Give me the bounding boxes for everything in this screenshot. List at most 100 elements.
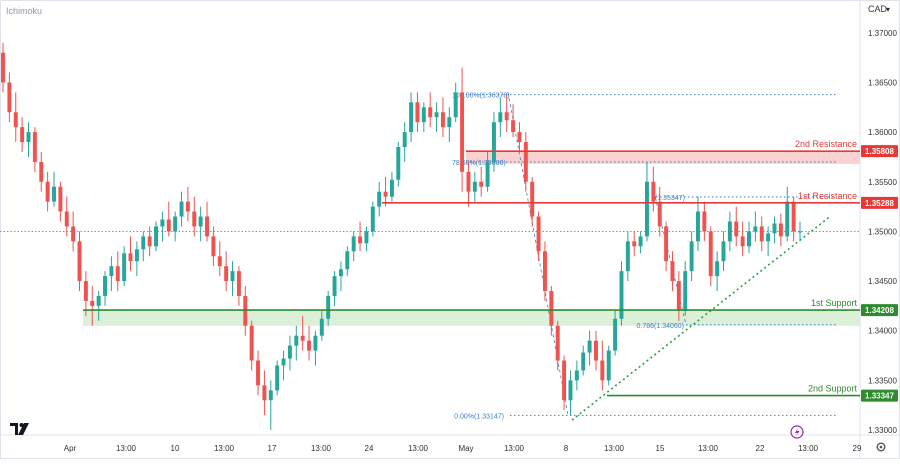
candle-body xyxy=(530,181,535,217)
candle-body xyxy=(715,261,720,277)
candle-down xyxy=(45,171,50,212)
candle-up xyxy=(766,226,771,257)
candle-body xyxy=(141,236,146,250)
candle-up xyxy=(447,107,452,143)
candle-up xyxy=(345,246,350,277)
level-price-badge xyxy=(861,145,898,158)
candle-body xyxy=(523,142,528,182)
candle-body xyxy=(217,256,222,267)
candle-body xyxy=(664,226,669,262)
candle-down xyxy=(249,320,254,371)
candle-down xyxy=(778,213,783,247)
candle-body xyxy=(619,271,624,319)
candle-down xyxy=(536,211,541,262)
candle-up xyxy=(747,221,751,254)
lightning-icon[interactable] xyxy=(790,425,804,439)
candle-down xyxy=(517,122,522,152)
candle-up xyxy=(485,151,490,192)
candle-body xyxy=(90,300,95,306)
candle-body xyxy=(64,211,69,227)
x-tick-label: 29 xyxy=(853,444,862,453)
candle-up xyxy=(319,310,324,341)
x-tick-label: 13:00 xyxy=(116,444,137,453)
candle-body xyxy=(625,241,630,272)
candle-body xyxy=(77,241,82,282)
candle-up xyxy=(313,330,318,366)
support-zone xyxy=(83,310,860,326)
candle-body xyxy=(766,233,771,242)
candle-down xyxy=(83,271,88,316)
candle-body xyxy=(568,380,573,401)
candle-body xyxy=(409,102,414,133)
chevron-down-icon[interactable]: ▾ xyxy=(886,5,890,14)
candle-body xyxy=(83,281,88,301)
candle-up xyxy=(26,122,31,157)
candle-down xyxy=(702,201,707,242)
candle-body xyxy=(536,216,541,252)
candle-down xyxy=(428,92,433,128)
candle-up xyxy=(96,291,101,321)
candle-body xyxy=(307,340,312,351)
candle-up xyxy=(498,97,503,138)
candle-up xyxy=(696,196,700,252)
candle-body xyxy=(778,223,783,237)
candle-up xyxy=(332,271,337,306)
candle-body xyxy=(185,201,190,212)
candle-down xyxy=(383,176,388,207)
candle-up xyxy=(574,360,579,391)
x-tick-label: May xyxy=(458,444,473,453)
candle-down xyxy=(300,315,305,351)
candle-up xyxy=(396,142,401,187)
candle-body xyxy=(13,112,18,128)
candle-up xyxy=(377,181,382,217)
candle-up xyxy=(606,345,611,386)
candle-body xyxy=(20,127,25,143)
candle-body xyxy=(211,236,216,257)
candle-down xyxy=(466,161,471,207)
level-price-label: 1.33347 xyxy=(865,392,894,401)
candle-up xyxy=(625,231,630,282)
candle-body xyxy=(332,276,337,296)
candle-up xyxy=(421,102,426,133)
candle-body xyxy=(798,231,802,233)
candle-up xyxy=(587,330,592,366)
candle-body xyxy=(517,132,522,143)
candle-down xyxy=(71,211,76,252)
candle-body xyxy=(549,291,554,326)
candle-up xyxy=(109,256,114,292)
x-tick-label: 13:00 xyxy=(798,444,819,453)
candle-up xyxy=(638,231,643,254)
candle-up xyxy=(613,310,618,356)
candle-down xyxy=(185,186,190,222)
candle-down xyxy=(166,201,171,237)
y-tick-label: 1.36500 xyxy=(868,78,897,87)
candle-body xyxy=(759,226,764,242)
level-name: 1st Support xyxy=(811,298,858,308)
level-price-badge xyxy=(861,304,898,317)
candle-up xyxy=(179,191,184,227)
candle-body xyxy=(651,181,656,202)
candle-down xyxy=(504,94,509,133)
candle-body xyxy=(224,266,229,282)
y-tick-label: 1.34000 xyxy=(868,327,897,336)
currency-label[interactable]: CAD xyxy=(868,4,888,14)
candle-body xyxy=(702,211,707,232)
candle-up xyxy=(409,92,414,143)
indicator-label[interactable]: Ichimoku xyxy=(6,6,42,16)
candle-body xyxy=(772,223,777,234)
gear-icon[interactable] xyxy=(876,442,886,452)
candle-body xyxy=(428,107,433,118)
candle-body xyxy=(734,221,739,237)
candle-up xyxy=(52,171,56,207)
candle-up xyxy=(721,231,726,272)
candle-body xyxy=(358,236,363,244)
resistance-zone xyxy=(466,151,860,164)
candle-body xyxy=(657,201,662,227)
candle-body xyxy=(613,318,618,351)
candle-body xyxy=(542,251,547,292)
candle-body xyxy=(45,181,50,202)
candle-body xyxy=(389,179,394,197)
candle-up xyxy=(294,325,299,361)
candle-body xyxy=(103,276,107,296)
candle-down xyxy=(562,355,567,411)
